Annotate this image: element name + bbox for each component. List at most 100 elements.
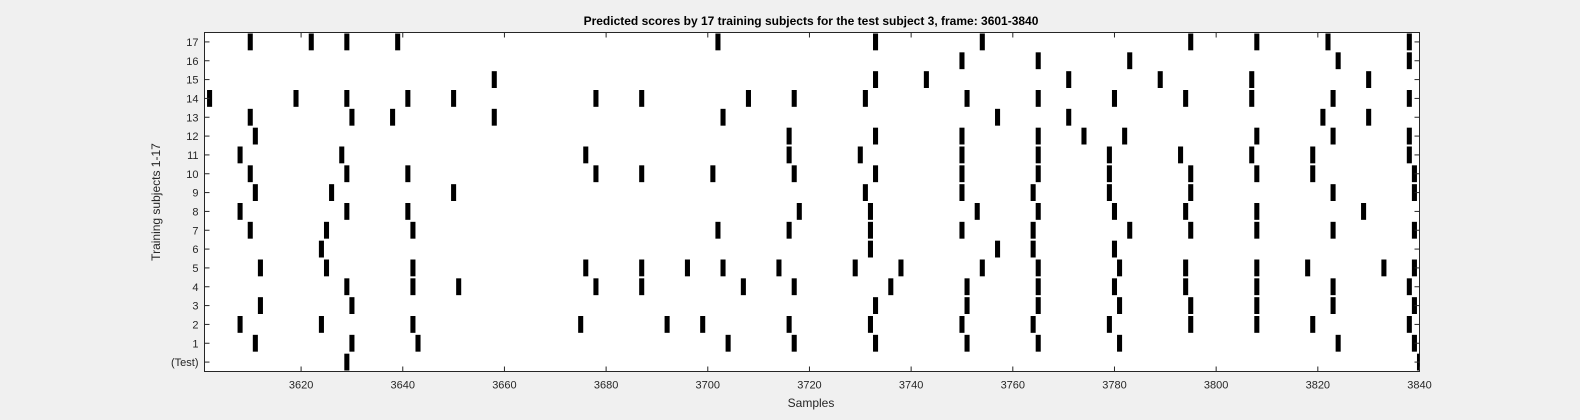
raster-mark [1106, 165, 1112, 183]
raster-mark [410, 278, 416, 296]
raster-mark [1310, 165, 1316, 183]
raster-mark [1035, 278, 1041, 296]
x-tick-label: 3740 [899, 380, 923, 392]
raster-mark [786, 221, 792, 239]
raster-mark [410, 316, 416, 333]
y-tick-label: 9 [192, 188, 198, 200]
raster-mark [1183, 278, 1189, 296]
raster-mark [593, 278, 599, 296]
raster-mark [1254, 221, 1260, 239]
raster-mark [323, 221, 330, 239]
raster-mark [1254, 278, 1260, 296]
y-tick-label: 13 [186, 112, 198, 124]
raster-mark [1254, 165, 1260, 183]
raster-mark [959, 127, 965, 145]
raster-mark [1305, 259, 1311, 277]
raster-mark [247, 33, 253, 51]
raster-mark [873, 334, 879, 352]
raster-mark [1411, 221, 1417, 239]
raster-mark [745, 90, 751, 107]
raster-mark [959, 146, 965, 164]
raster-mark [720, 259, 726, 277]
y-tick-label: 6 [192, 244, 198, 256]
x-tick-label: 3780 [1102, 380, 1126, 392]
raster-mark [1254, 203, 1260, 220]
raster-mark [1183, 259, 1189, 277]
raster-mark [1030, 316, 1036, 333]
raster-mark [959, 184, 965, 201]
raster-mark [1330, 278, 1336, 296]
raster-mark [1254, 259, 1260, 277]
raster-mark [1035, 146, 1041, 164]
raster-mark [639, 259, 645, 277]
raster-mark [1035, 127, 1041, 145]
raster-mark [318, 316, 324, 333]
raster-mark [578, 316, 584, 333]
y-tick-label: 3 [192, 301, 198, 313]
raster-mark [1035, 334, 1041, 352]
raster-mark [1366, 71, 1372, 88]
x-axis-label: Samples [788, 396, 835, 410]
raster-mark [1035, 165, 1041, 183]
raster-mark [247, 221, 253, 239]
raster-mark [639, 278, 645, 296]
raster-mark [873, 33, 879, 51]
raster-mark [791, 90, 797, 107]
raster-mark [1406, 278, 1412, 296]
raster-mark [959, 316, 965, 333]
raster-mark [964, 278, 970, 296]
y-tick-label: 17 [186, 37, 198, 49]
raster-mark [344, 90, 350, 107]
raster-mark [456, 278, 462, 296]
raster-mark [252, 184, 258, 201]
raster-mark [1183, 203, 1189, 220]
raster-mark [583, 259, 589, 277]
x-tick-label: 3660 [492, 380, 516, 392]
raster-mark [1106, 184, 1112, 201]
raster-mark [1030, 240, 1036, 258]
raster-mark [1066, 71, 1072, 88]
raster-mark [349, 297, 355, 314]
raster-mark [1122, 127, 1128, 145]
raster-mark [710, 165, 716, 183]
raster-mark [888, 278, 894, 296]
raster-mark [1081, 127, 1087, 145]
raster-mark [247, 165, 253, 183]
raster-mark [247, 108, 253, 126]
y-tick-label: 8 [192, 206, 198, 218]
raster-mark [786, 146, 792, 164]
x-tick-label: 3680 [594, 380, 618, 392]
raster-mark [1325, 33, 1331, 51]
y-axis-label: Training subjects 1-17 [149, 143, 163, 261]
raster-mark [1111, 240, 1118, 258]
raster-mark [237, 316, 243, 333]
y-tick-label: 14 [186, 93, 198, 105]
raster-mark [1117, 297, 1123, 314]
raster-mark [252, 127, 258, 145]
raster-mark [1254, 316, 1260, 333]
x-tick-label: 3620 [289, 380, 313, 392]
raster-mark [1254, 297, 1260, 314]
raster-mark [1381, 259, 1387, 277]
raster-mark [1406, 90, 1412, 107]
raster-mark [1254, 33, 1260, 51]
raster-mark [867, 221, 873, 239]
raster-mark [959, 221, 965, 239]
raster-mark [786, 127, 792, 145]
raster-mark [451, 90, 457, 107]
raster-mark [964, 297, 970, 314]
raster-mark [1361, 203, 1367, 220]
raster-mark [791, 278, 797, 296]
raster-mark [873, 71, 879, 88]
raster-mark [1411, 184, 1417, 201]
raster-mark [1330, 127, 1336, 145]
raster-mark [252, 334, 258, 352]
raster-mark [1320, 108, 1326, 126]
raster-mark [1406, 33, 1412, 51]
raster-mark [1249, 146, 1255, 164]
raster-mark [1111, 203, 1118, 220]
raster-mark [725, 334, 731, 352]
raster-mark [329, 184, 335, 201]
raster-mark [344, 203, 350, 220]
